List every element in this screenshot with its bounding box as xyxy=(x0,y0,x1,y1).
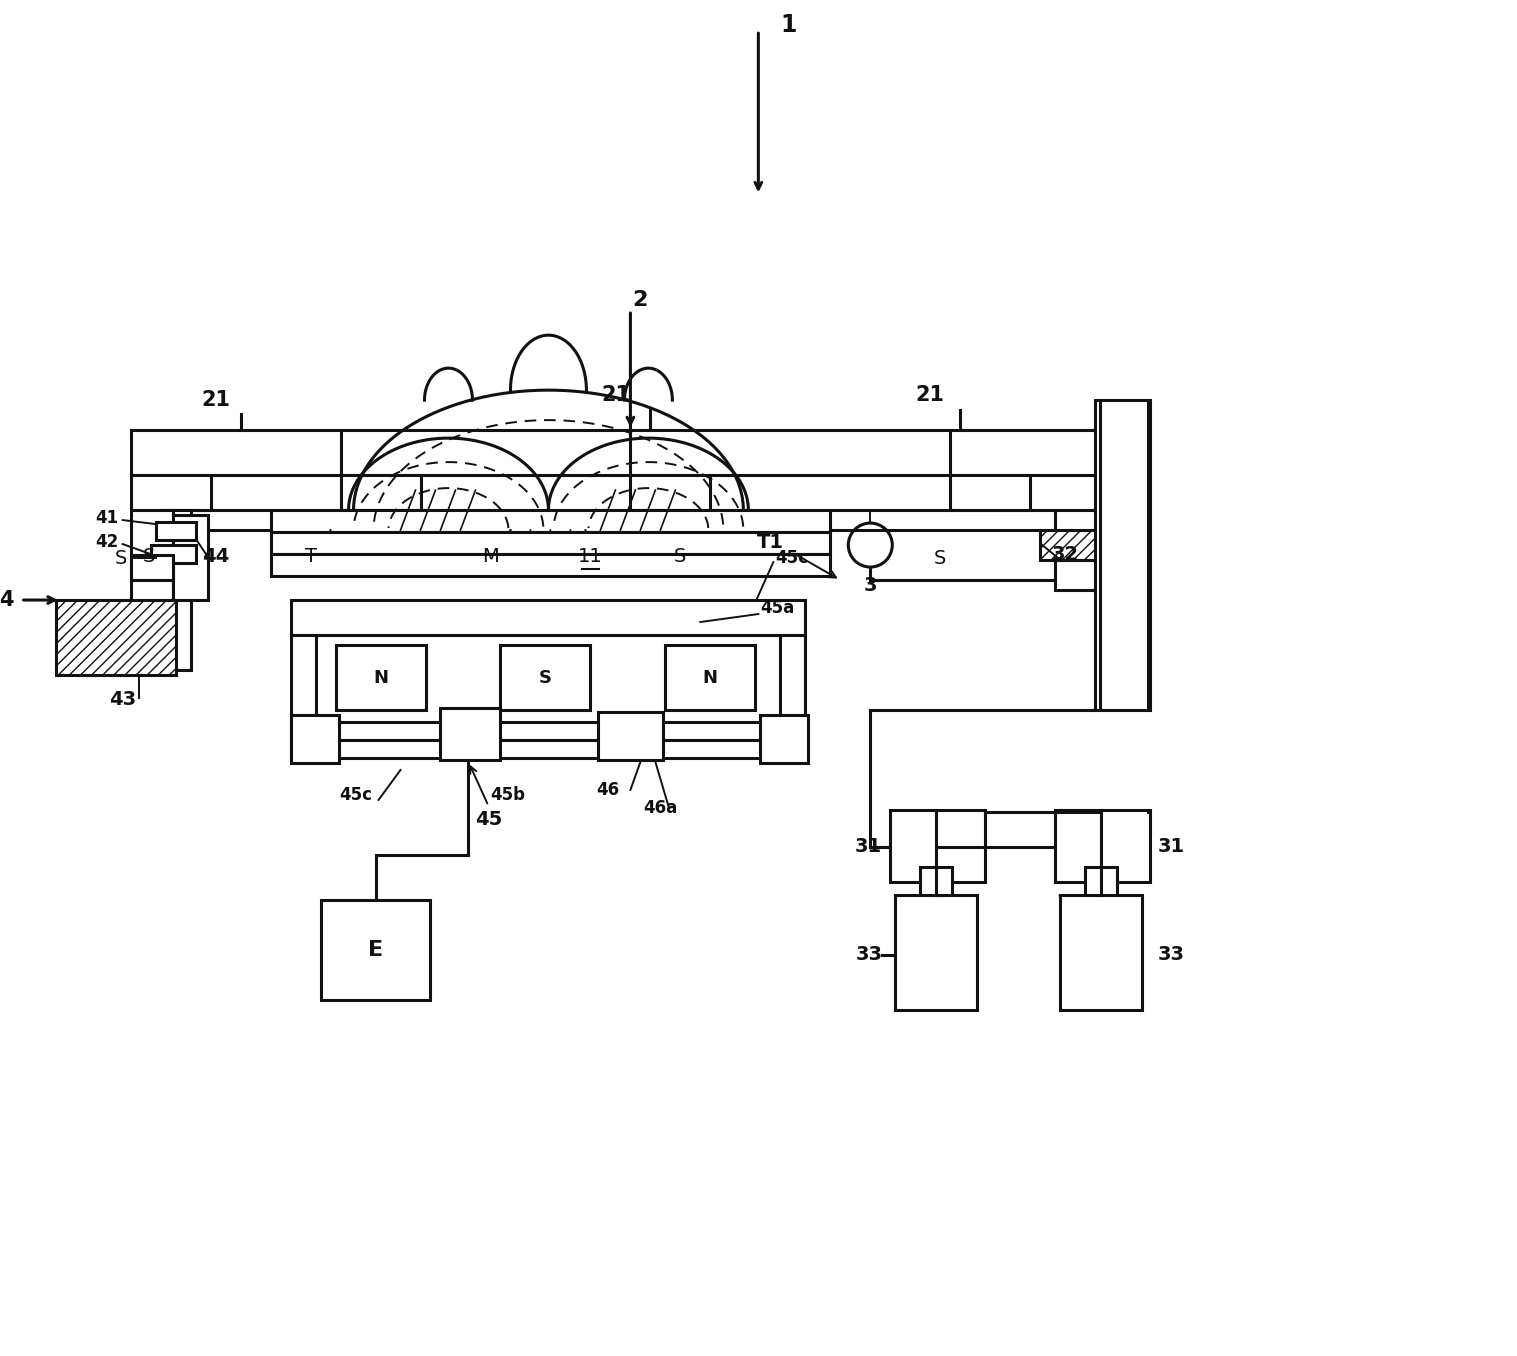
Bar xyxy=(150,545,196,563)
Bar xyxy=(173,510,191,670)
Bar xyxy=(1056,810,1150,881)
Bar xyxy=(130,475,211,510)
Text: T: T xyxy=(305,546,317,565)
Text: 4: 4 xyxy=(0,590,14,610)
Text: 45: 45 xyxy=(475,811,502,830)
Text: 3: 3 xyxy=(863,575,877,594)
Bar xyxy=(1085,866,1117,895)
Text: M: M xyxy=(482,546,499,565)
Bar xyxy=(1060,895,1142,1010)
Text: 41: 41 xyxy=(96,508,118,527)
Bar xyxy=(291,715,338,763)
Bar xyxy=(270,532,830,555)
Text: S: S xyxy=(934,549,947,568)
Text: 46a: 46a xyxy=(643,799,678,816)
Bar xyxy=(598,712,663,759)
Bar xyxy=(1056,510,1100,590)
Text: E: E xyxy=(369,940,384,960)
Bar xyxy=(320,900,431,999)
Text: N: N xyxy=(702,669,718,687)
Text: 45a: 45a xyxy=(760,599,795,617)
Text: T1: T1 xyxy=(757,533,784,552)
Bar xyxy=(270,555,830,576)
Text: S: S xyxy=(539,669,552,687)
Text: 21: 21 xyxy=(202,391,231,410)
Bar xyxy=(270,510,830,532)
Bar xyxy=(56,601,176,675)
Bar xyxy=(921,866,953,895)
Bar xyxy=(291,635,316,715)
Bar xyxy=(291,601,806,635)
Text: 32: 32 xyxy=(1051,545,1079,564)
Bar xyxy=(666,645,755,711)
Text: S: S xyxy=(143,546,155,565)
Bar xyxy=(340,475,420,510)
Bar xyxy=(291,721,806,740)
Bar xyxy=(440,708,501,759)
Text: 33: 33 xyxy=(856,945,883,964)
Bar xyxy=(130,430,1130,475)
Text: 42: 42 xyxy=(96,533,118,551)
Bar xyxy=(501,645,590,711)
Text: 46: 46 xyxy=(596,781,619,799)
Text: 45c: 45c xyxy=(775,549,809,567)
Bar xyxy=(130,555,173,580)
Bar xyxy=(173,515,208,601)
Text: 2: 2 xyxy=(633,290,648,311)
Text: S: S xyxy=(114,549,127,568)
Text: 44: 44 xyxy=(202,546,229,565)
Bar xyxy=(631,475,710,510)
Text: 31: 31 xyxy=(856,838,883,857)
Text: N: N xyxy=(373,669,388,687)
Text: 21: 21 xyxy=(601,385,630,405)
Text: 21: 21 xyxy=(916,385,945,405)
Bar xyxy=(1095,400,1150,711)
Text: 45c: 45c xyxy=(338,786,372,804)
Bar xyxy=(291,740,806,758)
Text: 45b: 45b xyxy=(490,786,525,804)
Text: 1: 1 xyxy=(780,14,796,38)
Text: 31: 31 xyxy=(1157,838,1185,857)
Bar xyxy=(1041,530,1100,560)
Bar xyxy=(335,645,425,711)
Text: 43: 43 xyxy=(109,690,137,709)
Bar xyxy=(130,510,173,670)
Text: 11: 11 xyxy=(578,546,602,565)
Text: S: S xyxy=(674,546,687,565)
Text: 33: 33 xyxy=(1157,945,1185,964)
Bar xyxy=(895,895,977,1010)
Bar xyxy=(890,810,985,881)
Bar xyxy=(760,715,809,763)
Bar xyxy=(156,522,196,540)
Bar xyxy=(950,475,1030,510)
Bar xyxy=(780,635,806,715)
